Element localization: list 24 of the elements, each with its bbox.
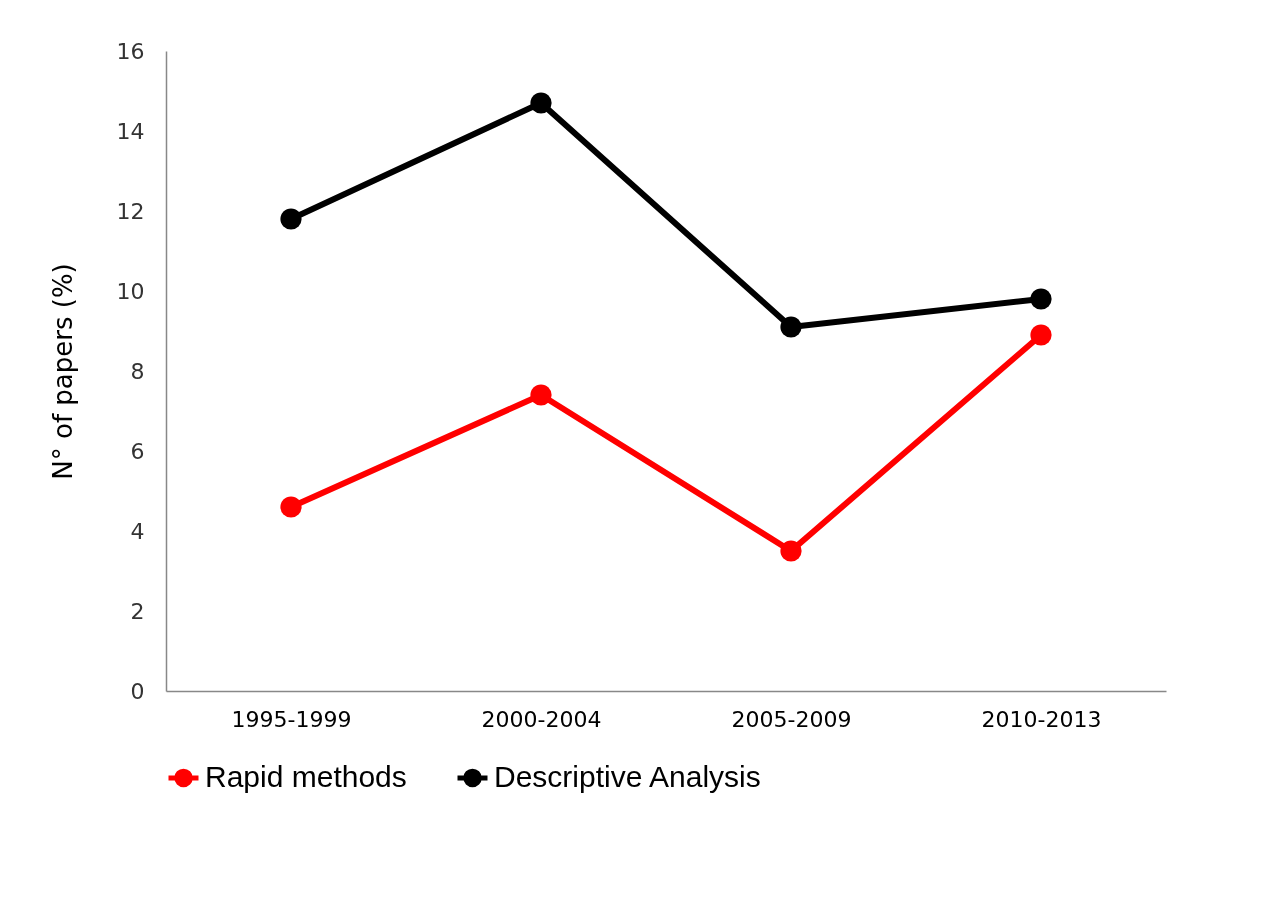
y-tick-label: 4 (130, 518, 145, 544)
legend-label: Rapid methods (205, 759, 407, 793)
y-tick-label: 6 (130, 438, 145, 464)
y-tick-label: 0 (130, 678, 145, 704)
x-tick-label: 2000-2004 (481, 706, 602, 732)
point (1030, 288, 1052, 310)
point (780, 316, 802, 338)
x-tick-label: 2005-2009 (731, 706, 852, 732)
point (530, 384, 552, 406)
point (780, 540, 802, 562)
y-axis-title: N° of papers (%) (47, 263, 78, 480)
point (280, 496, 302, 518)
point (530, 92, 552, 114)
y-tick-label: 14 (116, 118, 145, 144)
y-tick-label: 10 (116, 278, 145, 304)
x-tick-label: 2010-2013 (981, 706, 1102, 732)
point (280, 208, 302, 230)
y-tick-label: 8 (130, 358, 145, 384)
x-tick-label: 1995-1999 (231, 706, 352, 732)
point (1030, 324, 1052, 346)
y-tick-label: 16 (116, 38, 145, 64)
legend-label: Descriptive Analysis (494, 759, 761, 793)
y-tick-label: 12 (116, 198, 145, 224)
y-tick-label: 2 (130, 598, 145, 624)
